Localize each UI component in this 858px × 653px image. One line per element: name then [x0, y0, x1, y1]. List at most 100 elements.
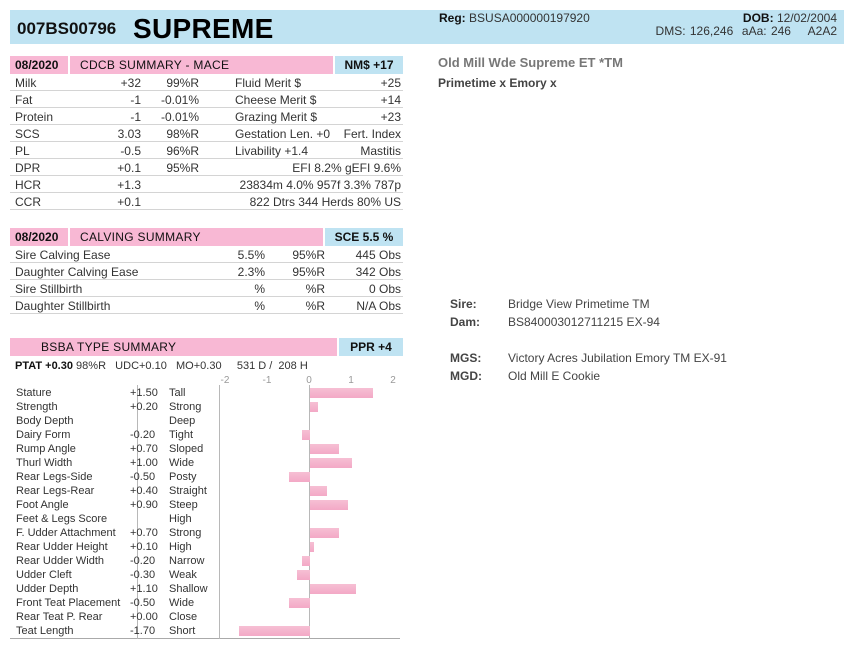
cdcb-value: +0.1	[117, 161, 141, 175]
cdcb-value: -0.5	[120, 144, 141, 158]
trait-name: Udder Depth	[16, 583, 79, 595]
cdcb-merit-label: Livability +1.4	[235, 144, 309, 158]
cdcb-reliability: 99%R	[166, 76, 199, 90]
trait-descriptor: Sloped	[169, 443, 204, 455]
trait-descriptor: Wide	[169, 597, 195, 609]
trait-value: -0.50	[130, 597, 156, 609]
trait-value: +0.70	[130, 527, 158, 539]
mgd-name: Old Mill E Cookie	[508, 369, 601, 383]
cdcb-reliability: -0.01%	[160, 93, 199, 107]
calving-label: Sire Stillbirth	[15, 282, 83, 296]
trait-descriptor: Weak	[169, 569, 197, 581]
cdcb-trait: Fat	[15, 93, 33, 107]
trait-value: +0.90	[130, 499, 158, 511]
ppr-badge: PPR +4	[339, 338, 403, 356]
cdcb-note: 822 Dtrs 344 Herds 80% US	[249, 195, 401, 209]
cdcb-row: HCR +1.3 23834m 4.0% 957f 3.3% 787p	[10, 176, 403, 193]
trait-value: +0.40	[130, 485, 158, 497]
trait-bar	[310, 528, 340, 538]
trait-name: Front Teat Placement	[16, 597, 121, 609]
type-trait-row: Rump Angle +0.70 Sloped	[10, 442, 400, 456]
cdcb-trait: DPR	[15, 161, 41, 175]
trait-name: Stature	[16, 387, 52, 399]
calving-row: Daughter Stillbirth% %R N/A Obs	[10, 297, 403, 314]
trait-descriptor: Wide	[169, 457, 195, 469]
v-sep-2	[219, 385, 220, 639]
trait-bar	[310, 542, 315, 552]
trait-value: -0.30	[130, 569, 156, 581]
dms-line: DMS: 126,246 aAa: 246 A2A2	[655, 24, 837, 38]
trait-descriptor: Strong	[169, 527, 202, 539]
registration: Reg: BSUSA000000197920	[439, 11, 590, 25]
trait-value: +1.50	[130, 387, 158, 399]
cdcb-trait: Milk	[15, 76, 37, 90]
calving-reliability: %R	[305, 299, 325, 313]
cdcb-reliability: -0.01%	[160, 110, 199, 124]
sire-label: Sire:	[450, 297, 477, 311]
cdcb-trait: CCR	[15, 195, 41, 209]
trait-descriptor: Tall	[169, 387, 186, 399]
type-trait-row: F. Udder Attachment +0.70 Strong	[10, 526, 400, 540]
reg-label: Reg:	[439, 11, 466, 25]
type-trait-row: Rear Legs-Rear +0.40 Straight	[10, 484, 400, 498]
cdcb-merit-label: Grazing Merit $	[235, 110, 318, 124]
cdcb-date: 08/2020	[10, 56, 68, 74]
trait-descriptor: Tight	[169, 429, 194, 441]
cdcb-merit-value: +23	[380, 110, 401, 124]
type-trait-row: Udder Depth +1.10 Shallow	[10, 582, 400, 596]
trait-bar	[301, 556, 310, 566]
trait-value: +1.00	[130, 457, 158, 469]
type-trait-row: Front Teat Placement -0.50 Wide	[10, 596, 400, 610]
cdcb-value: -1	[130, 93, 141, 107]
trait-descriptor: Steep	[169, 499, 198, 511]
calving-label: Daughter Stillbirth	[15, 299, 111, 313]
calving-title: CALVING SUMMARY	[70, 228, 323, 246]
sire-line: Primetime x Emory x	[438, 76, 557, 90]
cdcb-row: Fat -1 -0.01% Cheese Merit $ +14	[10, 91, 403, 108]
ptat-details: 98%R UDC+0.10 MO+0.30 531 D / 208 H	[76, 360, 308, 372]
axis-tick: 1	[348, 375, 354, 386]
calving-obs: 445 Obs	[355, 248, 401, 262]
cdcb-value: +0.1	[117, 195, 141, 209]
calving-pct: %	[254, 282, 265, 296]
calving-pct: 2.3%	[237, 265, 265, 279]
type-trait-row: Rear Udder Width -0.20 Narrow	[10, 554, 400, 568]
trait-descriptor: Short	[169, 625, 196, 637]
trait-bar	[289, 472, 310, 482]
trait-value: +0.00	[130, 611, 158, 623]
cdcb-reliability: 95%R	[166, 161, 199, 175]
calving-obs: 0 Obs	[368, 282, 401, 296]
cdcb-trait: SCS	[15, 127, 40, 141]
trait-name: Strength	[16, 401, 58, 413]
cdcb-title: CDCB SUMMARY - MACE	[70, 56, 333, 74]
trait-value: -1.70	[130, 625, 156, 637]
axis-tick: 2	[390, 375, 396, 386]
trait-value: -0.50	[130, 471, 156, 483]
trait-name: F. Udder Attachment	[16, 527, 116, 539]
dam-label: Dam:	[450, 315, 481, 329]
trait-bar	[310, 402, 319, 412]
cdcb-row: SCS 3.03 98%R Gestation Len. +0 Fert. Index	[10, 125, 403, 142]
reg-value: BSUSA000000197920	[469, 11, 590, 25]
cdcb-row: Milk +32 99%R Fluid Merit $ +25	[10, 74, 403, 91]
calving-date: 08/2020	[10, 228, 68, 246]
trait-name: Foot Angle	[16, 499, 69, 511]
cdcb-merit-label: Cheese Merit $	[235, 93, 317, 107]
calving-reliability: 95%R	[292, 265, 325, 279]
trait-name: Rear Udder Height	[16, 541, 108, 553]
axis-tick: -1	[262, 375, 272, 386]
dob-label: DOB:	[742, 11, 774, 25]
ptat-line: PTAT +0.30 98%R UDC+0.10 MO+0.30 531 D /…	[15, 360, 308, 372]
trait-value: -0.20	[130, 555, 156, 567]
calving-obs: N/A Obs	[356, 299, 401, 313]
cdcb-row: DPR +0.1 95%R EFI 8.2% gEFI 9.6%	[10, 159, 403, 176]
type-chart: Stature +1.50 Tall Strength +0.20 Strong Body …	[10, 385, 400, 639]
type-trait-row: Stature +1.50 Tall	[10, 386, 400, 400]
trait-name: Body Depth	[16, 415, 74, 427]
dam-name: BS840003012711215 EX-94	[508, 315, 660, 329]
cdcb-reliability: 96%R	[166, 144, 199, 158]
cdcb-trait: HCR	[15, 178, 41, 192]
calving-reliability: 95%R	[292, 248, 325, 262]
trait-value: +0.70	[130, 443, 158, 455]
cdcb-note: 23834m 4.0% 957f 3.3% 787p	[239, 178, 401, 192]
